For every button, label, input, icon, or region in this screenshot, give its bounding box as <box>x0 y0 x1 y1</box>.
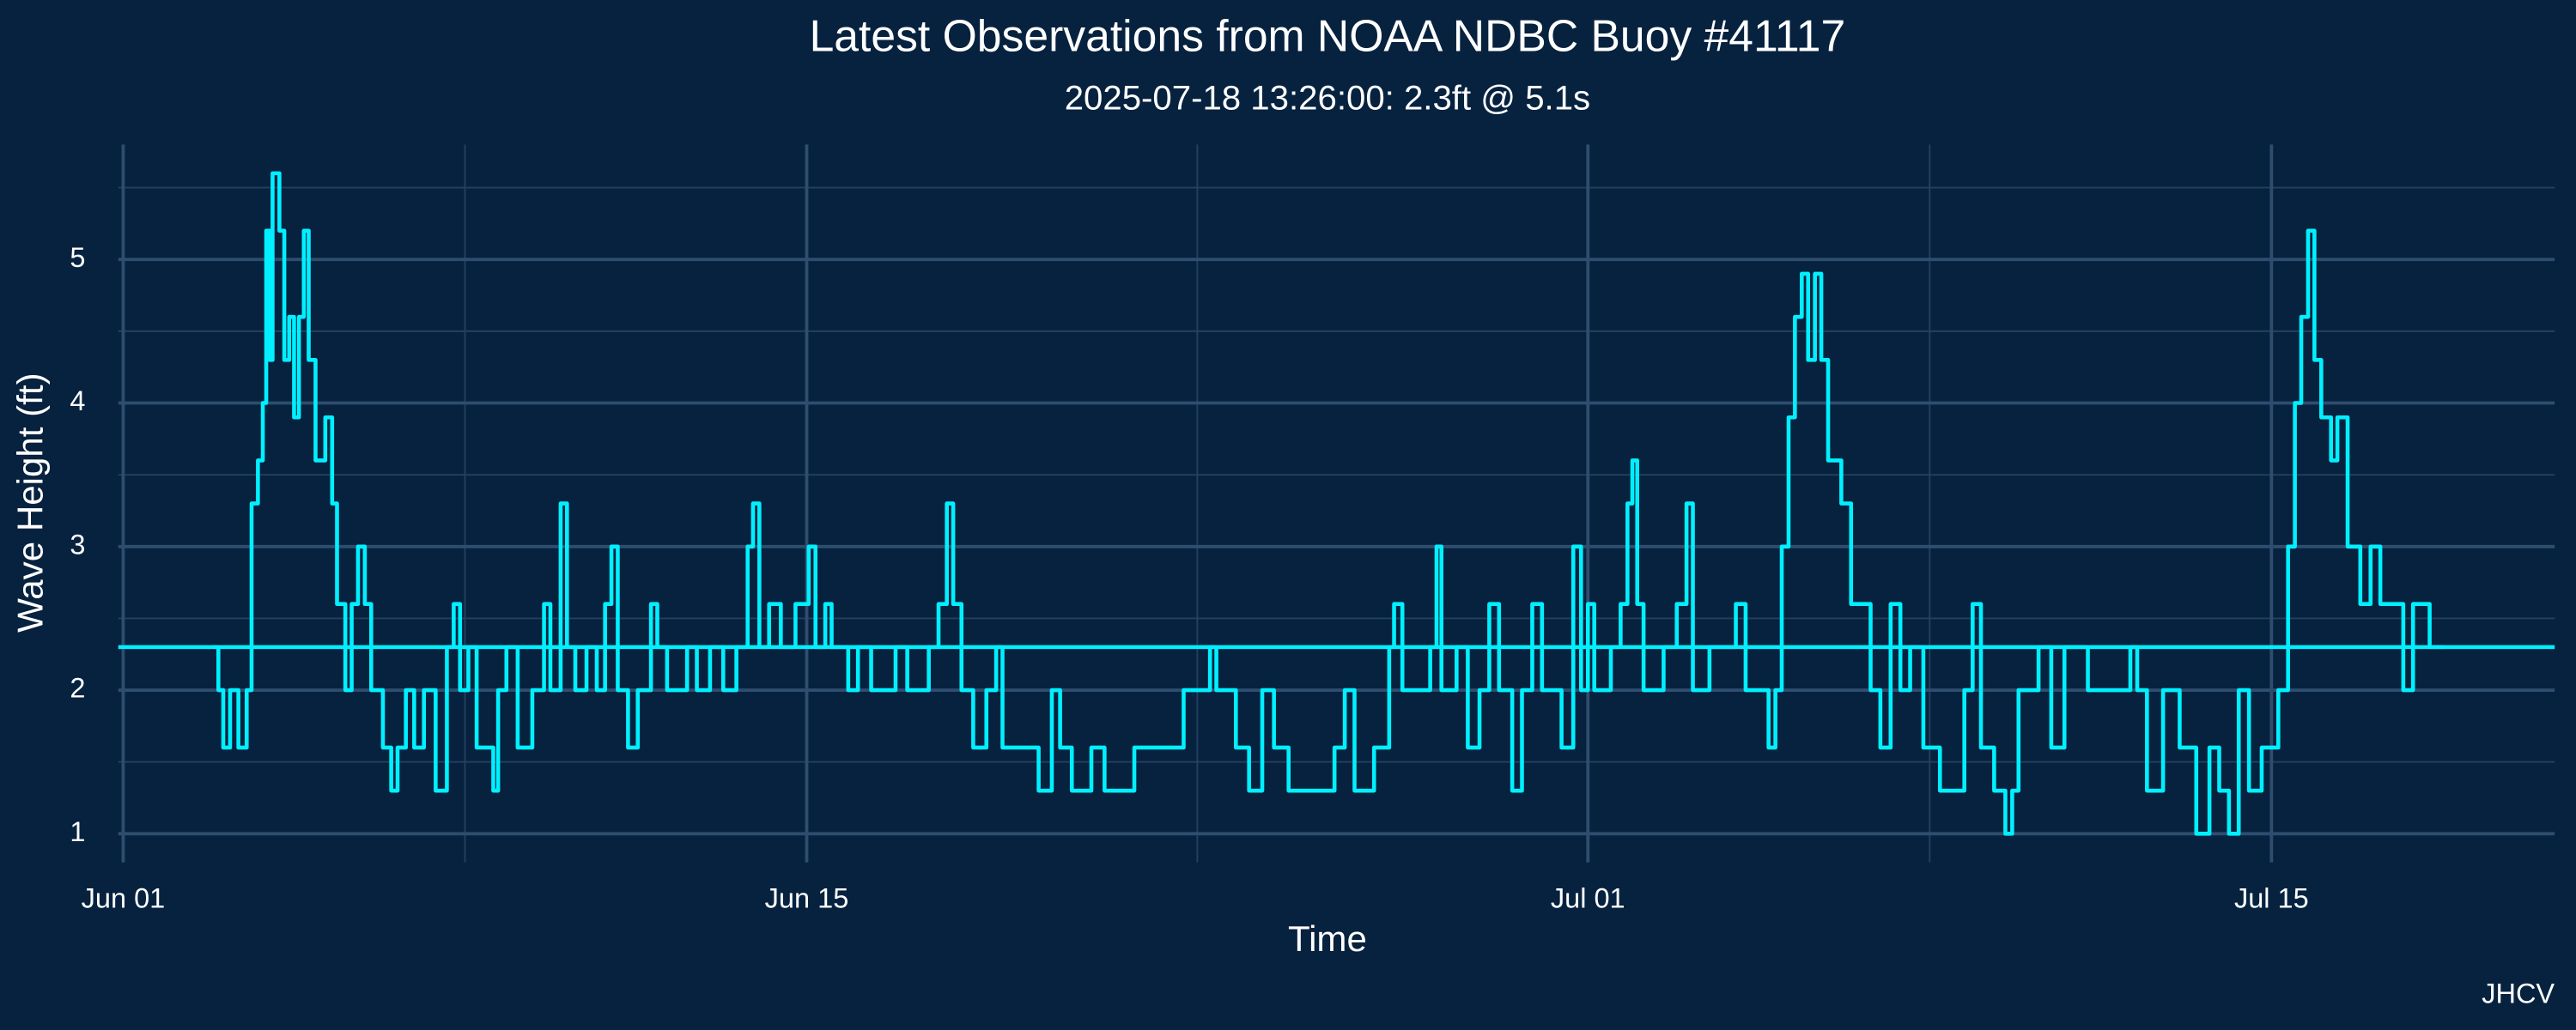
caption: JHCV <box>2482 978 2555 1009</box>
y-tick-label: 2 <box>70 673 85 704</box>
x-tick-label: Jul 01 <box>1551 882 1625 913</box>
y-tick-label: 1 <box>70 816 85 847</box>
x-axis-title: Time <box>1288 918 1367 959</box>
chart-title: Latest Observations from NOAA NDBC Buoy … <box>810 11 1846 61</box>
y-tick-label: 3 <box>70 529 85 560</box>
x-tick-label: Jul 15 <box>2234 882 2309 913</box>
y-tick-label: 5 <box>70 242 85 273</box>
line-series <box>213 171 2445 836</box>
y-tick-label: 4 <box>70 385 85 416</box>
x-tick-label: Jun 15 <box>765 882 849 913</box>
x-tick-label: Jun 01 <box>82 882 166 913</box>
y-axis-title: Wave Height (ft) <box>9 373 50 632</box>
chart-subtitle: 2025-07-18 13:26:00: 2.3ft @ 5.1s <box>1065 78 1590 117</box>
